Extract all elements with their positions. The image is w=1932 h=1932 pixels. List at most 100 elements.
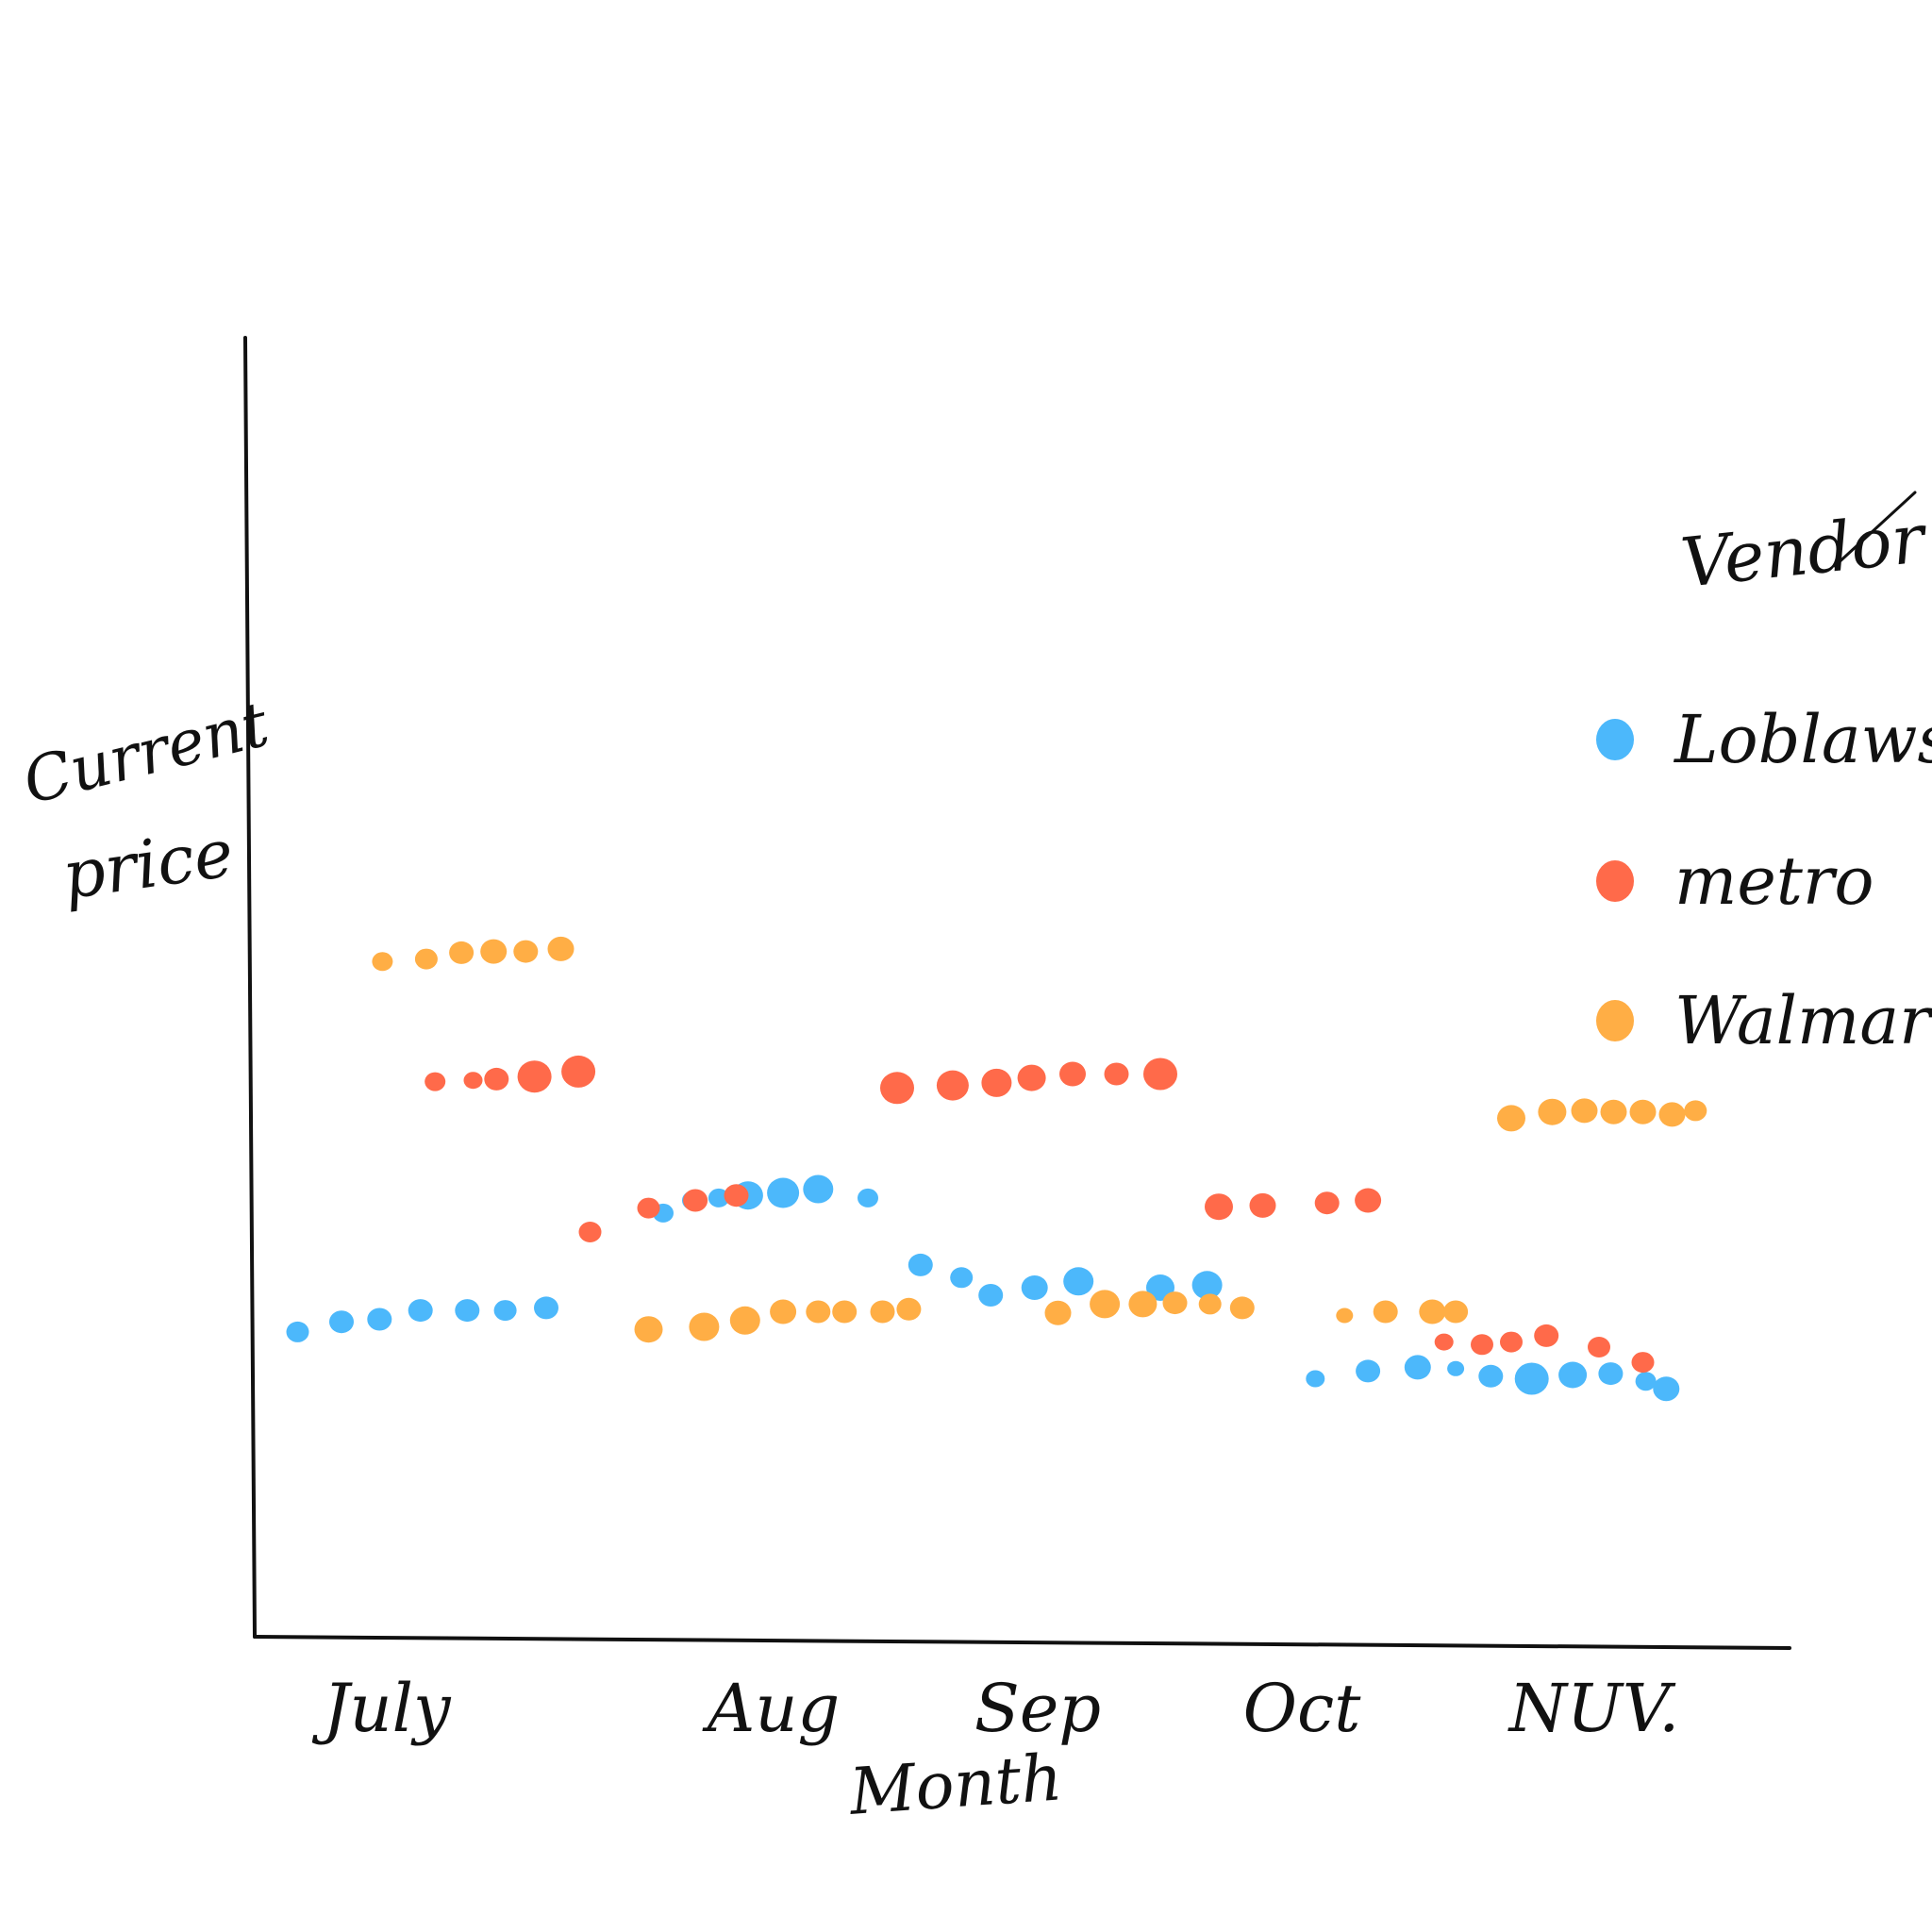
point-walmart-27 xyxy=(1571,1098,1598,1124)
point-loblaws-14 xyxy=(858,1188,878,1208)
point-metro-5 xyxy=(561,1055,596,1088)
point-loblaws-19 xyxy=(1063,1267,1094,1296)
point-walmart-1 xyxy=(372,952,393,972)
point-walmart-31 xyxy=(1684,1100,1707,1122)
point-loblaws-25 xyxy=(1447,1360,1465,1376)
point-loblaws-2 xyxy=(329,1310,354,1334)
legend-marker-metro xyxy=(1596,860,1634,902)
point-loblaws-1 xyxy=(286,1321,309,1342)
point-walmart-18 xyxy=(1162,1291,1188,1315)
legend-label-walmart: Walmart xyxy=(1674,982,1932,1059)
point-loblaws-10 xyxy=(708,1188,729,1208)
point-loblaws-30 xyxy=(1635,1372,1657,1391)
point-metro-13 xyxy=(1017,1064,1046,1091)
point-walmart-22 xyxy=(1373,1300,1398,1324)
point-walmart-5 xyxy=(513,940,539,963)
point-loblaws-3 xyxy=(367,1307,392,1331)
point-loblaws-22 xyxy=(1306,1370,1325,1388)
point-walmart-7 xyxy=(634,1316,663,1343)
point-walmart-23 xyxy=(1419,1299,1446,1324)
point-metro-4 xyxy=(517,1060,552,1093)
point-metro-23 xyxy=(1500,1331,1523,1353)
point-walmart-6 xyxy=(547,936,575,961)
point-metro-24 xyxy=(1534,1324,1559,1347)
point-metro-12 xyxy=(981,1068,1012,1097)
point-loblaws-7 xyxy=(534,1296,558,1320)
point-metro-20 xyxy=(1355,1188,1382,1213)
point-loblaws-28 xyxy=(1558,1361,1588,1389)
point-loblaws-5 xyxy=(455,1299,480,1323)
point-loblaws-23 xyxy=(1356,1359,1381,1383)
point-loblaws-31 xyxy=(1653,1376,1680,1402)
point-walmart-30 xyxy=(1658,1102,1686,1127)
point-walmart-10 xyxy=(770,1299,797,1324)
legend-marker-walmart xyxy=(1596,1000,1634,1041)
point-metro-2 xyxy=(463,1072,483,1090)
point-metro-16 xyxy=(1143,1058,1177,1091)
point-walmart-21 xyxy=(1336,1307,1354,1324)
data-points xyxy=(286,936,1707,1402)
point-loblaws-29 xyxy=(1598,1362,1624,1386)
point-loblaws-13 xyxy=(803,1174,834,1204)
point-loblaws-15 xyxy=(908,1253,933,1276)
point-loblaws-17 xyxy=(978,1284,1004,1307)
point-metro-19 xyxy=(1314,1191,1340,1215)
point-metro-6 xyxy=(578,1222,602,1242)
x-tick-label-4: Oct xyxy=(1243,1670,1362,1747)
point-walmart-3 xyxy=(449,941,475,964)
point-walmart-29 xyxy=(1629,1099,1657,1124)
point-loblaws-12 xyxy=(767,1177,800,1208)
y-axis-line xyxy=(243,336,257,1639)
point-walmart-12 xyxy=(832,1300,858,1324)
point-walmart-9 xyxy=(729,1306,760,1335)
y-axis-label-line-2: price xyxy=(58,814,238,914)
point-metro-18 xyxy=(1249,1192,1276,1218)
legend-marker-loblaws xyxy=(1596,719,1634,760)
x-tick-label-2: Aug xyxy=(702,1670,840,1747)
point-metro-1 xyxy=(425,1072,446,1091)
point-walmart-14 xyxy=(896,1297,922,1321)
legend-label-loblaws: Loblaws xyxy=(1673,701,1932,778)
x-tick-label-3: Sep xyxy=(974,1670,1101,1747)
point-metro-26 xyxy=(1631,1352,1655,1374)
point-metro-15 xyxy=(1104,1062,1129,1086)
point-walmart-16 xyxy=(1090,1290,1121,1319)
point-loblaws-26 xyxy=(1478,1364,1504,1388)
point-metro-3 xyxy=(484,1067,509,1091)
x-tick-label-1: July xyxy=(311,1670,452,1747)
point-walmart-2 xyxy=(414,948,438,970)
point-metro-9 xyxy=(724,1184,749,1208)
point-walmart-24 xyxy=(1443,1300,1469,1324)
point-loblaws-21 xyxy=(1191,1271,1223,1300)
x-tick-label-5: NUV. xyxy=(1507,1670,1680,1747)
point-loblaws-18 xyxy=(1021,1275,1048,1300)
point-metro-11 xyxy=(936,1070,969,1101)
point-metro-7 xyxy=(637,1197,660,1219)
point-walmart-25 xyxy=(1497,1105,1525,1132)
point-walmart-28 xyxy=(1600,1099,1627,1124)
point-metro-8 xyxy=(683,1189,708,1212)
point-loblaws-6 xyxy=(493,1300,517,1322)
point-loblaws-4 xyxy=(408,1299,433,1323)
point-metro-21 xyxy=(1434,1333,1454,1351)
point-metro-25 xyxy=(1588,1337,1610,1357)
x-axis-line xyxy=(253,1635,1791,1650)
point-walmart-17 xyxy=(1128,1291,1158,1318)
x-axis-label: Month xyxy=(845,1740,1064,1830)
point-loblaws-24 xyxy=(1404,1355,1431,1380)
legend-items: Loblaws metro Walmart xyxy=(1596,701,1932,1059)
point-walmart-11 xyxy=(806,1300,831,1324)
point-walmart-8 xyxy=(689,1312,720,1341)
point-loblaws-16 xyxy=(950,1267,974,1289)
point-metro-17 xyxy=(1205,1193,1233,1221)
point-metro-22 xyxy=(1471,1334,1493,1356)
y-axis-label-line-1: Current xyxy=(16,688,275,819)
point-metro-10 xyxy=(880,1072,914,1105)
point-walmart-20 xyxy=(1229,1296,1255,1320)
point-walmart-4 xyxy=(480,939,508,964)
point-walmart-26 xyxy=(1538,1098,1567,1125)
point-loblaws-27 xyxy=(1514,1362,1549,1395)
point-walmart-19 xyxy=(1198,1293,1222,1315)
